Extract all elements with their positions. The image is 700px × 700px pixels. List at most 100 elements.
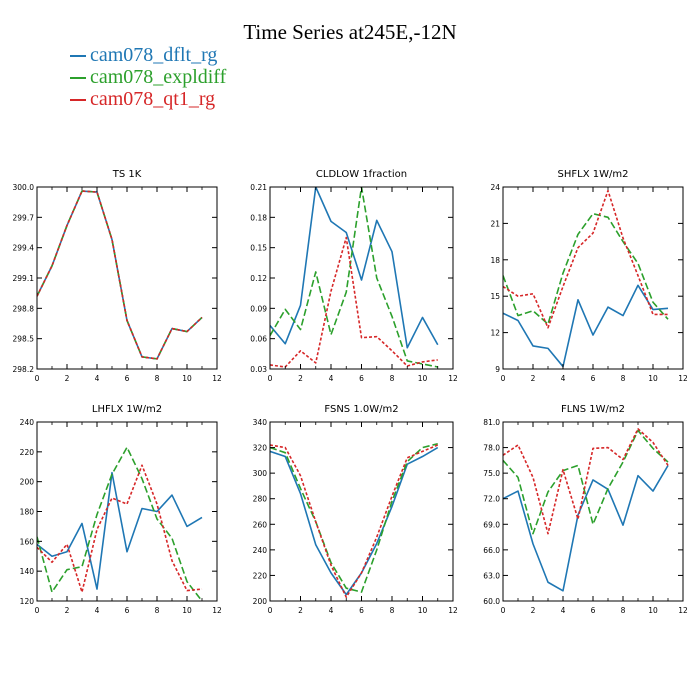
y-tick-label: 240: [253, 546, 268, 555]
series-line-cam078_qt1_rg: [37, 190, 203, 360]
chart-panel: CLDLOW 1fraction 0 2 4 6 8 10 12 0.03 0.06 0.09 0.1…: [250, 169, 458, 383]
chart-panel: TS 1K 0 2 4 6 8 10 12 298.2 298.5 298.8 299.1 299.4 2…: [13, 169, 222, 383]
x-tick-label: 6: [359, 374, 364, 383]
x-tick-label: 4: [561, 374, 566, 383]
x-tick-label: 12: [212, 606, 222, 615]
legend-swatch-dflt: [70, 55, 86, 58]
chart-title: SHFLX 1W/m2: [558, 169, 629, 180]
x-tick-label: 12: [212, 374, 222, 383]
y-tick-label: 9: [495, 365, 500, 374]
y-tick-label: 24: [490, 183, 500, 192]
x-tick-label: 0: [268, 606, 273, 615]
series-line-cam078_dflt_rg: [270, 187, 439, 349]
series-line-cam078_expldiff: [37, 190, 203, 360]
y-tick-label: 69.0: [483, 520, 500, 529]
y-tick-label: 299.4: [13, 244, 35, 253]
x-tick-label: 8: [390, 374, 395, 383]
x-tick-label: 12: [448, 606, 458, 615]
chart-title: FSNS 1.0W/m2: [324, 404, 398, 415]
x-tick-label: 2: [531, 374, 536, 383]
x-tick-label: 8: [621, 606, 626, 615]
page-title: Time Series at245E,-12N: [243, 20, 457, 44]
x-tick-label: 4: [329, 606, 334, 615]
series-line-cam078_expldiff: [37, 446, 203, 601]
legend-item: cam078_dflt_rg: [70, 44, 226, 66]
legend-swatch-expldiff: [70, 77, 86, 80]
y-tick-label: 0.15: [250, 244, 267, 253]
y-tick-label: 220: [20, 448, 35, 457]
y-tick-label: 320: [253, 444, 268, 453]
plot-frame: [36, 186, 218, 370]
y-tick-label: 12: [490, 329, 500, 338]
chart-title: TS 1K: [112, 169, 142, 180]
x-tick-label: 6: [591, 374, 596, 383]
series-line-cam078_expldiff: [270, 442, 438, 593]
y-tick-label: 21: [490, 219, 500, 228]
x-tick-label: 8: [155, 374, 160, 383]
series-line-cam078_dflt_rg: [503, 284, 669, 368]
series-line-cam078_qt1_rg: [503, 189, 668, 329]
series-line-cam078_dflt_rg: [37, 190, 203, 360]
y-tick-label: 280: [253, 495, 268, 504]
x-tick-label: 10: [648, 606, 658, 615]
y-tick-label: 66.0: [483, 546, 500, 555]
series-line-cam078_qt1_rg: [503, 428, 669, 535]
x-tick-label: 8: [155, 606, 160, 615]
y-tick-label: 81.0: [483, 418, 500, 427]
y-tick-label: 0.18: [250, 213, 267, 222]
y-tick-label: 0.21: [250, 183, 267, 192]
x-tick-label: 12: [678, 374, 688, 383]
y-tick-label: 299.7: [13, 213, 35, 222]
y-tick-label: 300.0: [13, 183, 35, 192]
chart-panel: FSNS 1.0W/m2 0 2 4 6 8 10 12 200 220 240 260 280 300 3…: [253, 404, 458, 615]
x-tick-label: 10: [648, 374, 658, 383]
y-tick-label: 160: [20, 537, 35, 546]
chart-title: FLNS 1W/m2: [561, 404, 625, 415]
x-tick-label: 8: [621, 374, 626, 383]
y-tick-label: 200: [253, 597, 268, 606]
x-tick-label: 6: [591, 606, 596, 615]
chart-panel: FLNS 1W/m2 0 2 4 6 8 10 12 60.0 63.0 66.0 69.0 72.0 7…: [483, 404, 688, 615]
series-line-cam078_dflt_rg: [37, 471, 203, 590]
y-tick-label: 18: [490, 256, 500, 265]
y-tick-label: 260: [253, 520, 268, 529]
y-tick-label: 78.0: [483, 444, 500, 453]
y-tick-label: 240: [20, 418, 35, 427]
series-line-cam078_expldiff: [503, 429, 669, 535]
y-tick-label: 120: [20, 597, 35, 606]
legend-label-expldiff: cam078_expldiff: [90, 66, 227, 88]
y-tick-label: 0.06: [250, 335, 267, 344]
x-tick-label: 6: [359, 606, 364, 615]
x-tick-label: 12: [678, 606, 688, 615]
legend: cam078_dflt_rg cam078_expldiff cam078_qt…: [70, 44, 226, 110]
x-tick-label: 4: [95, 374, 100, 383]
x-tick-label: 0: [501, 374, 506, 383]
y-tick-label: 0.12: [250, 274, 267, 283]
y-tick-label: 298.8: [13, 304, 35, 313]
x-tick-label: 4: [561, 606, 566, 615]
chart-title: CLDLOW 1fraction: [316, 169, 407, 180]
legend-item: cam078_qt1_rg: [70, 88, 226, 110]
series-line-cam078_dflt_rg: [270, 446, 439, 596]
y-tick-label: 63.0: [483, 571, 500, 580]
x-tick-label: 0: [501, 606, 506, 615]
legend-label-qt1: cam078_qt1_rg: [90, 88, 216, 110]
series-line-cam078_qt1_rg: [37, 464, 203, 593]
chart-title: LHFLX 1W/m2: [92, 404, 162, 415]
x-tick-label: 6: [125, 374, 130, 383]
y-tick-label: 0.03: [250, 365, 267, 374]
y-tick-label: 180: [20, 508, 35, 517]
x-tick-label: 10: [418, 606, 428, 615]
series-line-cam078_expldiff: [270, 187, 438, 368]
y-tick-label: 298.2: [13, 365, 35, 374]
x-tick-label: 0: [35, 606, 40, 615]
y-tick-label: 340: [253, 418, 268, 427]
x-tick-label: 0: [268, 374, 273, 383]
x-tick-label: 2: [531, 606, 536, 615]
y-tick-label: 220: [253, 571, 268, 580]
y-tick-label: 72.0: [483, 495, 500, 504]
legend-item: cam078_expldiff: [70, 66, 226, 88]
series-line-cam078_expldiff: [503, 212, 669, 325]
x-tick-label: 2: [298, 606, 303, 615]
